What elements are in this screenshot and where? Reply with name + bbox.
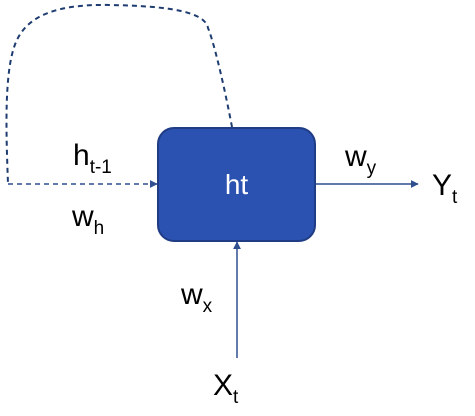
- label-w-x: wx: [180, 278, 213, 317]
- hidden-state-node: [157, 127, 316, 242]
- label-w-h-sub: h: [94, 218, 105, 239]
- label-w-h-base: w: [71, 200, 94, 233]
- node-label: ht: [225, 169, 249, 200]
- label-w-x-base: w: [180, 278, 203, 311]
- label-h-prev-base: h: [73, 139, 90, 172]
- label-x-in-base: X: [213, 369, 233, 402]
- label-w-x-sub: x: [203, 296, 213, 317]
- label-x-in-sub: t: [233, 387, 239, 408]
- label-h-prev-sub: t-1: [90, 157, 112, 178]
- label-w-y-base: w: [344, 140, 367, 173]
- label-x-in: Xt: [213, 369, 239, 408]
- label-y-out: Yt: [432, 169, 458, 208]
- label-w-y: wy: [344, 140, 377, 179]
- label-w-y-sub: y: [367, 158, 377, 179]
- label-w-h: wh: [71, 200, 104, 239]
- label-y-out-base: Y: [432, 169, 452, 202]
- label-y-out-sub: t: [452, 187, 458, 208]
- label-h-prev: ht-1: [73, 139, 112, 178]
